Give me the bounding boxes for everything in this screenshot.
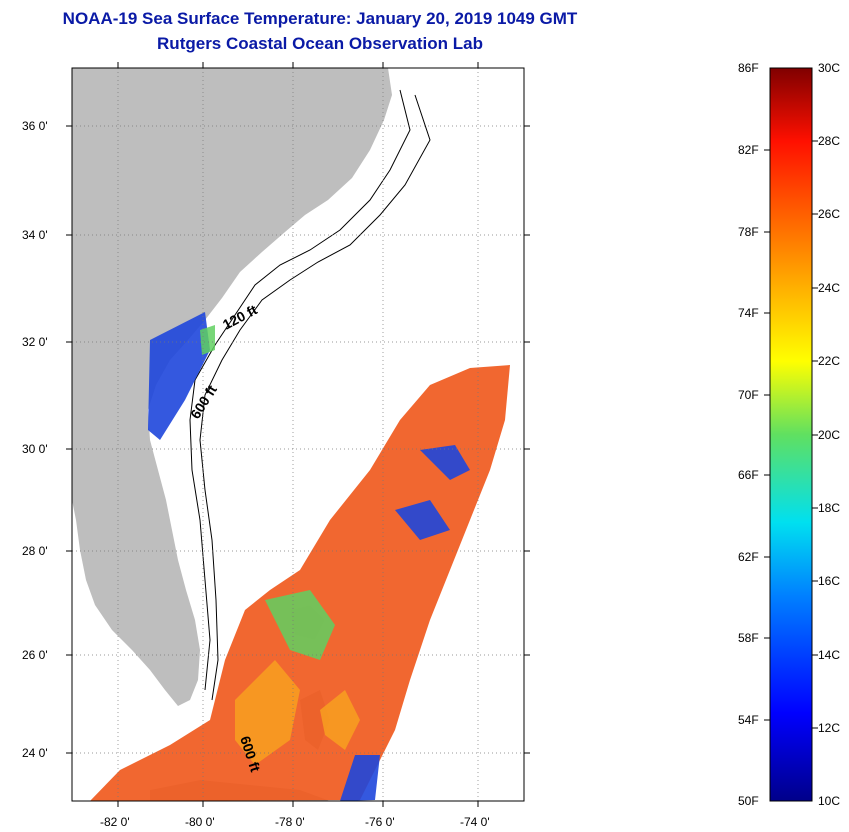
colorbar-f-label: 54F	[738, 713, 759, 727]
map-title: NOAA-19 Sea Surface Temperature: January…	[62, 9, 578, 28]
gridlines	[72, 68, 524, 801]
colorbar-f-label: 74F	[738, 306, 759, 320]
sst-patch-cool	[148, 312, 470, 801]
contour-600ft	[199, 94, 431, 701]
colorbar-c-label: 22C	[818, 354, 841, 368]
colorbar	[769, 67, 813, 802]
colorbar-f-label: 62F	[738, 550, 759, 564]
lat-label-34: 34 0'	[22, 228, 48, 242]
map-subtitle: Rutgers Coastal Ocean Observation Lab	[157, 34, 483, 53]
lat-label-32: 32 0'	[22, 335, 48, 349]
contour-120ft	[189, 89, 411, 691]
map-border	[71, 67, 525, 802]
colorbar-f-label: 66F	[738, 468, 759, 482]
colorbar-f-label: 58F	[738, 631, 759, 645]
lat-label-24: 24 0'	[22, 746, 48, 760]
colorbar-f-label: 82F	[738, 143, 759, 157]
lon-label-74: -74 0'	[460, 815, 490, 829]
sst-patch-green	[200, 325, 335, 660]
colorbar-f-label: 86F	[738, 61, 759, 75]
colorbar-ticks	[764, 140, 818, 729]
colorbar-c-label: 12C	[818, 721, 841, 735]
colorbar-c-label: 24C	[818, 281, 841, 295]
sst-swath-warm	[90, 365, 510, 801]
colorbar-f-label: 50F	[738, 794, 759, 808]
colorbar-c-label: 30C	[818, 61, 841, 75]
colorbar-f-label: 70F	[738, 388, 759, 402]
colorbar-c-label: 26C	[818, 207, 841, 221]
lat-label-30: 30 0'	[22, 442, 48, 456]
lat-label-26: 26 0'	[22, 648, 48, 662]
colorbar-f-label: 78F	[738, 225, 759, 239]
land-mass	[72, 68, 392, 706]
colorbar-c-label: 28C	[818, 134, 841, 148]
colorbar-c-label: 20C	[818, 428, 841, 442]
lat-label-36: 36 0'	[22, 119, 48, 133]
sst-patch-orange	[235, 660, 360, 765]
colorbar-c-label: 10C	[818, 794, 841, 808]
lon-label-76: -76 0'	[365, 815, 395, 829]
colorbar-c-label: 18C	[818, 501, 841, 515]
colorbar-c-label: 16C	[818, 574, 841, 588]
lon-label-78: -78 0'	[275, 815, 305, 829]
colorbar-c-label: 14C	[818, 648, 841, 662]
axis-ticks	[66, 62, 530, 807]
lon-label-82: -82 0'	[100, 815, 130, 829]
lon-label-80: -80 0'	[185, 815, 215, 829]
lat-label-28: 28 0'	[22, 544, 48, 558]
